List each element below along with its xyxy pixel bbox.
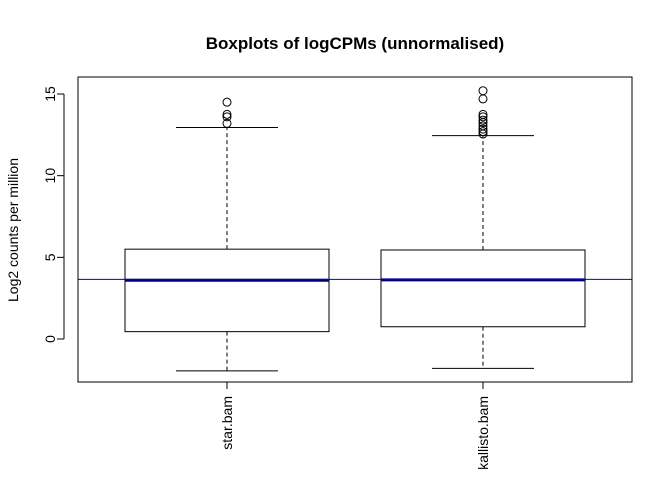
outlier-point bbox=[478, 127, 488, 137]
outlier-point bbox=[478, 121, 488, 131]
boxes-layer bbox=[78, 86, 632, 372]
box-iqr bbox=[380, 249, 586, 328]
outlier-point bbox=[222, 112, 232, 122]
y-tick-label: 5 bbox=[42, 253, 58, 261]
outlier-point bbox=[222, 109, 232, 119]
x-axis-labels: star.bam kallisto.bam bbox=[219, 382, 491, 470]
outlier-point bbox=[478, 115, 488, 125]
chart-title: Boxplots of logCPMs (unnormalised) bbox=[206, 34, 504, 53]
box-group bbox=[124, 97, 330, 372]
outlier-point bbox=[478, 94, 488, 104]
y-axis-label: Log2 counts per million bbox=[5, 158, 21, 302]
outlier-point bbox=[478, 112, 488, 122]
outlier-point bbox=[222, 118, 232, 128]
y-tick-label: 15 bbox=[42, 86, 58, 102]
outlier-point bbox=[478, 124, 488, 134]
y-axis: 0 5 10 15 bbox=[42, 86, 65, 343]
plot-frame bbox=[77, 76, 633, 383]
y-tick-label: 10 bbox=[42, 168, 58, 184]
x-tick-label: kallisto.bam bbox=[475, 396, 491, 470]
box-group bbox=[380, 86, 586, 369]
x-tick-label: star.bam bbox=[219, 396, 235, 450]
outlier-point bbox=[222, 97, 232, 107]
y-tick-label: 0 bbox=[42, 335, 58, 343]
box-iqr bbox=[124, 248, 330, 333]
outlier-point bbox=[478, 86, 488, 96]
outlier-point bbox=[478, 109, 488, 119]
